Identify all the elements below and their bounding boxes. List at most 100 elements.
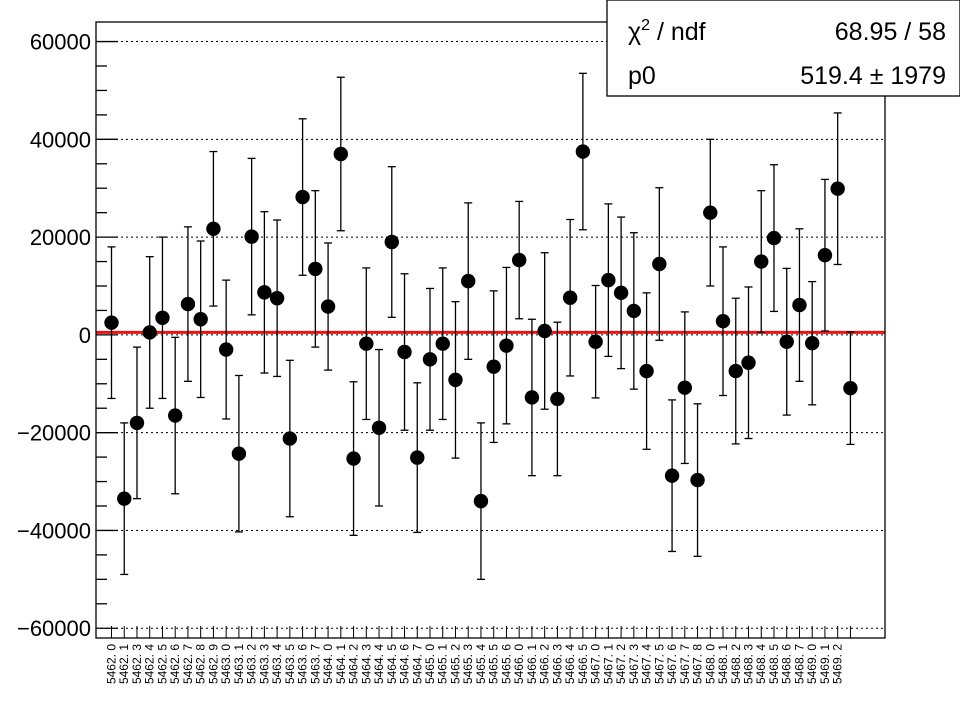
x-tick-label: 5463. 3 (257, 644, 271, 684)
x-tick-label: 5466. 1 (525, 644, 539, 684)
data-point (817, 248, 833, 263)
x-tick-label: 5468. 6 (780, 644, 794, 684)
x-tick-label: 5464. 2 (347, 644, 361, 684)
data-point (766, 230, 782, 246)
data-point (142, 325, 157, 340)
x-tick-label: 5466. 0 (512, 644, 526, 684)
x-tick-label: 5467. 8 (691, 644, 705, 684)
data-point (448, 372, 463, 388)
y-tick-label: 40000 (30, 127, 91, 152)
x-tick-label: 5464. 0 (321, 644, 335, 684)
x-tick-label: 5463. 5 (283, 644, 297, 684)
data-point (754, 254, 769, 269)
stats-box: χ2 / ndf 68.95 / 58 p0 519.4 ± 1979 (606, 0, 960, 97)
x-tick-label: 5462. 7 (181, 644, 195, 684)
x-tick-label: 5465. 6 (499, 644, 513, 684)
data-point (308, 261, 323, 277)
x-tick-label: 5462. 9 (206, 644, 220, 684)
x-tick-label: 5469. 1 (818, 644, 832, 684)
x-tick-label: 5465. 2 (448, 644, 462, 684)
data-points (104, 72, 858, 580)
x-tick-label: 5464. 1 (334, 644, 348, 684)
y-tick-label: 0 (79, 323, 91, 348)
data-point (473, 493, 489, 509)
data-point (180, 296, 196, 312)
data-point (129, 415, 145, 431)
x-tick-label: 5464. 5 (385, 644, 399, 684)
data-point (193, 312, 208, 327)
data-point (117, 491, 132, 506)
data-point (728, 363, 743, 379)
x-tick-label: 5462. 1 (117, 644, 131, 684)
x-tick-label: 5468. 0 (703, 644, 717, 684)
x-tick-label: 5467. 5 (652, 644, 666, 684)
y-tick-labels: −60000 −40000 −20000 0 20000 40000 60000 (17, 30, 91, 642)
y-tick-label: 20000 (30, 225, 91, 250)
x-tick-label: 5468. 7 (792, 644, 806, 684)
x-tick-label: 5465. 0 (423, 644, 437, 684)
data-point (550, 391, 565, 407)
data-point (639, 363, 654, 379)
x-tick-label: 5467. 0 (589, 644, 603, 684)
x-tick-label: 5463. 1 (232, 644, 246, 684)
data-point (690, 472, 705, 488)
stats-box-frame (606, 0, 960, 97)
x-tick-label: 5462. 8 (194, 644, 208, 684)
stats-label: χ2 / ndf (628, 17, 706, 46)
y-tick-label: −40000 (17, 518, 91, 543)
x-tick-label: 5463. 7 (308, 644, 322, 684)
data-point (626, 303, 642, 319)
data-point (830, 181, 845, 196)
data-point (104, 315, 119, 330)
data-point (843, 380, 858, 396)
data-point (575, 144, 591, 159)
x-tick-label: 5469. 0 (805, 644, 819, 684)
x-tick-label: 5463. 4 (270, 644, 284, 684)
x-tick-label: 5464. 4 (372, 644, 386, 684)
x-tick-label: 5467. 2 (614, 644, 628, 684)
x-tick-label: 5468. 5 (767, 644, 781, 684)
data-point (333, 146, 349, 162)
stats-value: 68.95 / 58 (835, 18, 946, 46)
data-point (359, 336, 374, 351)
y-tick-label: −60000 (17, 616, 91, 641)
data-point (601, 272, 616, 288)
x-tick-label: 5468. 4 (754, 644, 768, 684)
x-tick-label: 5467. 7 (678, 644, 692, 684)
gridlines (96, 41, 885, 629)
x-tick-label: 5462. 3 (130, 644, 144, 684)
data-point (320, 299, 336, 314)
data-point (588, 334, 603, 349)
data-point (524, 390, 540, 405)
y-tick-label: −20000 (17, 421, 91, 446)
data-point (257, 285, 272, 300)
data-point (397, 344, 412, 360)
data-point (269, 291, 285, 306)
data-point (168, 408, 183, 423)
data-point (435, 336, 450, 351)
stats-value: 519.4 ± 1979 (800, 62, 946, 90)
data-point (664, 468, 680, 483)
data-point (384, 234, 399, 250)
x-tick-label: 5462. 5 (155, 644, 169, 684)
data-point (244, 229, 259, 244)
data-point (206, 221, 221, 236)
y-tick-label: 60000 (30, 30, 91, 55)
x-tick-label: 5462. 6 (168, 644, 182, 684)
data-point (779, 334, 794, 349)
data-point (613, 285, 629, 301)
data-point (231, 446, 247, 461)
x-tick-label: 5463. 6 (296, 644, 310, 684)
x-tick-label: 5462. 0 (105, 644, 119, 684)
x-tick-label: 5463. 2 (245, 644, 259, 684)
data-point (218, 342, 234, 357)
x-tick-label: 5466. 2 (538, 644, 552, 684)
data-point (282, 431, 298, 446)
x-tick-label: 5468. 2 (729, 644, 743, 684)
data-point (652, 256, 667, 272)
x-tick-label: 5465. 1 (436, 644, 450, 684)
data-point (499, 338, 514, 353)
